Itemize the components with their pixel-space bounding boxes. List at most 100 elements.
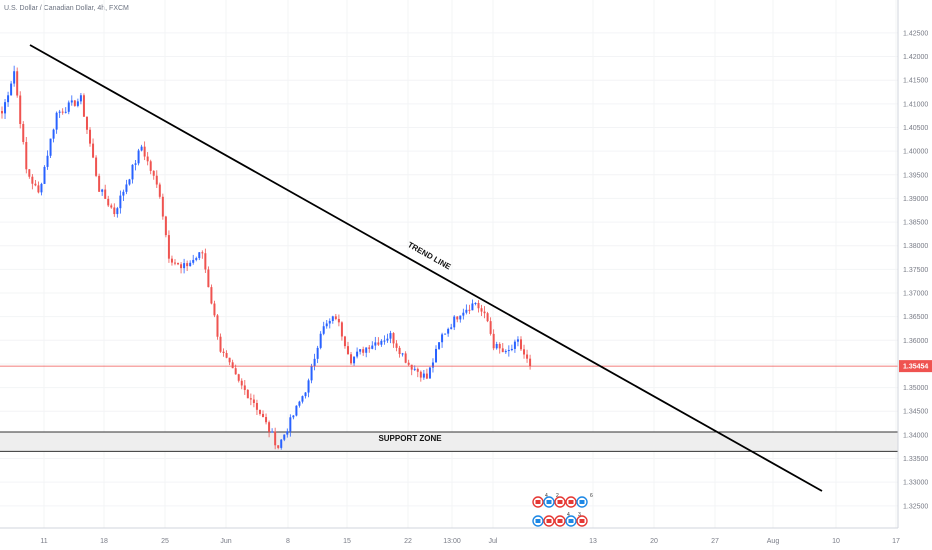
candle	[258, 409, 261, 416]
y-tick-label: 1.41000	[903, 101, 928, 108]
x-tick-label: 15	[343, 538, 351, 545]
event-flag-icon[interactable]	[565, 515, 577, 527]
candle	[480, 304, 483, 316]
candle	[356, 347, 359, 359]
trend-line-label: TREND LINE	[406, 240, 453, 272]
trend-line-group[interactable]: TREND LINE	[29, 44, 823, 492]
candle	[155, 170, 158, 188]
candle	[328, 318, 331, 329]
candle	[192, 254, 195, 265]
candle	[101, 188, 104, 196]
candle	[158, 182, 161, 199]
event-count-badge: 4	[567, 512, 570, 518]
candle	[237, 373, 240, 383]
candle	[104, 184, 107, 200]
y-tick-label: 1.39500	[903, 172, 928, 179]
event-flag-icon[interactable]	[565, 496, 577, 508]
candle	[119, 190, 122, 214]
candle	[61, 108, 64, 115]
candle	[444, 333, 447, 335]
candle	[459, 315, 462, 323]
candle	[313, 353, 316, 371]
candle	[286, 428, 289, 438]
candle	[262, 410, 265, 418]
candle	[40, 182, 43, 196]
event-count-badge: 4	[545, 493, 548, 499]
candle	[477, 300, 480, 313]
candle	[152, 170, 155, 180]
candle	[4, 99, 7, 120]
candle	[64, 107, 67, 114]
candle	[213, 300, 216, 318]
price-axis[interactable]: 1.42500 1.42000 1.41500 1.41000 1.40500 1.400…	[897, 0, 932, 528]
y-tick-label: 1.35000	[903, 385, 928, 392]
candle	[167, 230, 170, 263]
y-tick-label: 1.32500	[903, 503, 928, 510]
candle	[204, 248, 207, 273]
candle	[471, 299, 474, 311]
event-flag-icon[interactable]	[576, 496, 588, 508]
candle	[34, 179, 37, 187]
y-tick-label: 1.37000	[903, 291, 928, 298]
candle	[529, 354, 532, 370]
candle	[492, 329, 495, 351]
candle	[343, 335, 346, 349]
event-flag-icon[interactable]	[554, 515, 566, 527]
candle	[453, 315, 456, 331]
y-tick-label: 1.38000	[903, 243, 928, 250]
candle	[519, 336, 522, 351]
candle	[495, 341, 498, 350]
candle	[210, 284, 213, 305]
y-tick-label: 1.42000	[903, 54, 928, 61]
support-zone: SUPPORT ZONE	[0, 431, 898, 452]
candle	[107, 195, 110, 208]
candle	[128, 178, 131, 186]
event-flag-icon[interactable]	[532, 496, 544, 508]
candle	[143, 141, 146, 161]
candle	[180, 262, 183, 274]
candle	[441, 332, 444, 348]
y-tick-label: 1.37500	[903, 267, 928, 274]
candle	[462, 308, 465, 320]
support-zone-label: SUPPORT ZONE	[378, 434, 442, 443]
candle	[10, 81, 13, 96]
y-tick-label: 1.33000	[903, 480, 928, 487]
candle	[268, 420, 271, 438]
x-tick-label: Aug	[767, 538, 780, 545]
candle	[392, 332, 395, 348]
event-flag-icon[interactable]	[543, 496, 555, 508]
candle	[280, 438, 283, 450]
candle	[228, 357, 231, 366]
chart-title: U.S. Dollar / Canadian Dollar, 4h, FXCM	[4, 5, 129, 12]
y-tick-label: 1.33500	[903, 456, 928, 463]
candle	[252, 394, 255, 408]
candle	[359, 349, 362, 355]
y-tick-label: 1.40000	[903, 149, 928, 156]
time-axis[interactable]: 11 18 25 Jun 8 15 22 13:00 Jul 13 20 27 Aug 10 17	[0, 527, 900, 545]
candle	[431, 358, 434, 373]
candle	[337, 314, 340, 327]
support-zone-band	[0, 432, 898, 452]
candle	[186, 260, 189, 272]
candle	[325, 319, 328, 329]
x-tick-label: 17	[892, 538, 900, 545]
candle	[292, 415, 295, 420]
candle	[468, 304, 471, 315]
candle	[89, 127, 92, 147]
candle	[271, 428, 274, 433]
event-flag-icon[interactable]	[576, 515, 588, 527]
event-flag-icon[interactable]	[543, 515, 555, 527]
event-flag-icon[interactable]	[554, 496, 566, 508]
x-tick-label: 18	[100, 538, 108, 545]
candle	[43, 165, 46, 185]
event-count-badge: 2	[556, 493, 559, 499]
candle	[422, 369, 425, 380]
y-tick-label: 1.40500	[903, 125, 928, 132]
x-tick-label: 27	[711, 538, 719, 545]
candles	[1, 65, 532, 450]
candle	[498, 342, 501, 354]
event-flag-icon[interactable]	[532, 515, 544, 527]
event-badges[interactable]: 4 2 6 4 3	[532, 493, 593, 527]
candle	[25, 136, 28, 174]
